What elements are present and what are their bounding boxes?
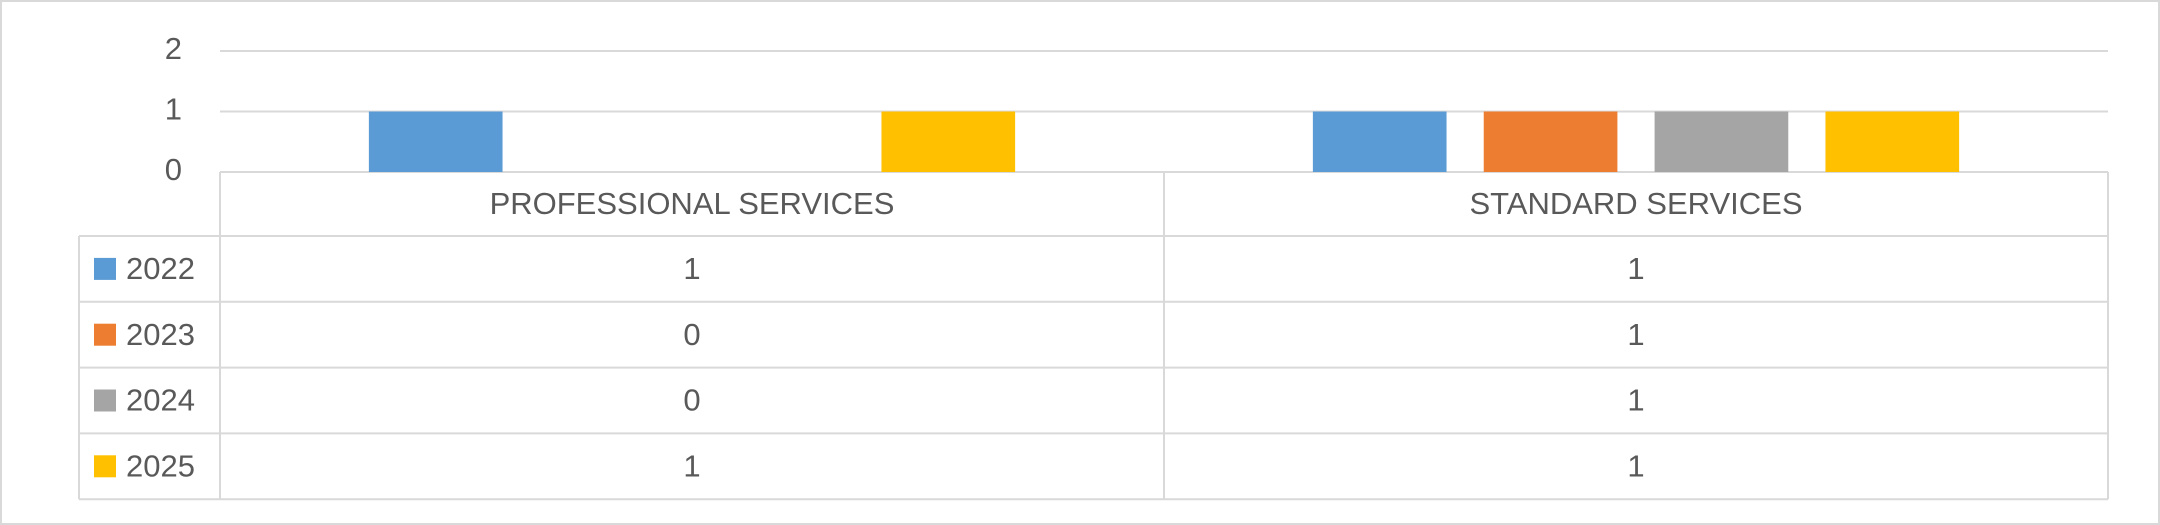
legend-swatch xyxy=(94,323,116,346)
legend-label: 2025 xyxy=(126,448,195,483)
bar xyxy=(881,111,1016,172)
legend-swatch xyxy=(94,389,116,412)
table-value: 1 xyxy=(1627,317,1644,352)
y-tick-label: 1 xyxy=(165,92,182,127)
bar xyxy=(368,111,503,172)
legend-label: 2023 xyxy=(126,317,195,352)
y-tick-label: 2 xyxy=(165,31,182,66)
legend-swatch xyxy=(94,257,116,280)
legend-swatch xyxy=(94,455,116,478)
x-tick-label: PROFESSIONAL SERVICES xyxy=(490,186,895,221)
y-tick-label: 0 xyxy=(165,152,182,187)
bar xyxy=(1483,111,1618,172)
table-value: 1 xyxy=(1627,251,1644,286)
bar xyxy=(1312,111,1447,172)
bar xyxy=(1654,111,1789,172)
table-value: 0 xyxy=(683,383,700,418)
table-value: 1 xyxy=(683,251,700,286)
table-value: 1 xyxy=(1627,383,1644,418)
table-value: 1 xyxy=(683,448,700,483)
legend-label: 2022 xyxy=(126,251,195,286)
x-tick-label: STANDARD SERVICES xyxy=(1469,186,1802,221)
legend-label: 2024 xyxy=(126,383,195,418)
bar xyxy=(1825,111,1960,172)
table-value: 0 xyxy=(683,317,700,352)
table-value: 1 xyxy=(1627,448,1644,483)
